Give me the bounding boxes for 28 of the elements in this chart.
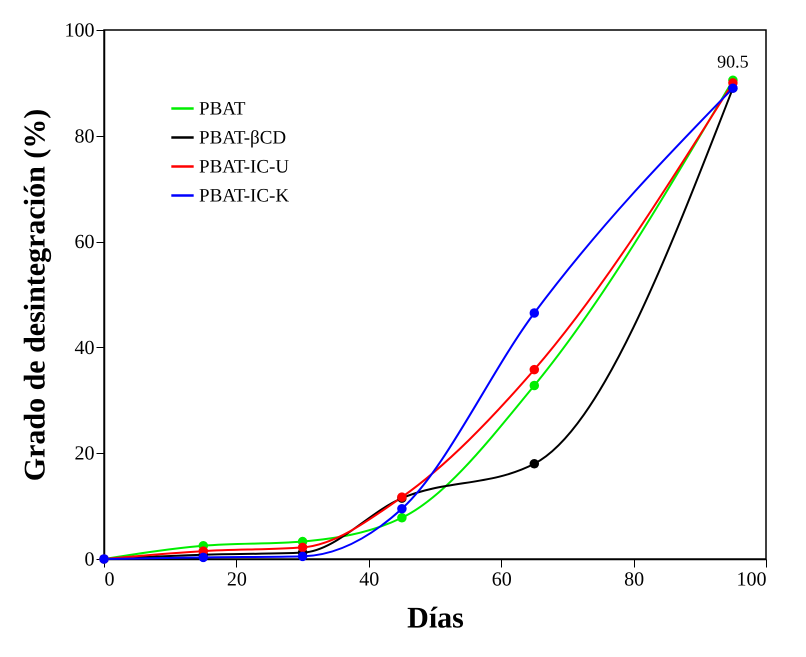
y-tick-label: 100 [64,20,94,42]
point [530,308,540,318]
y-tick-label: 40 [74,336,94,359]
legend-label: PBAT-IC-U [199,156,290,178]
x-tick-label: 0 [104,568,114,590]
legend-label: PBAT-IC-K [199,186,290,206]
x-tick-label: 100 [736,568,766,590]
x-tick-label: 60 [492,568,512,590]
y-tick-label: 20 [74,442,94,465]
point [530,459,540,469]
legend-label: PBAT-βCD [199,128,286,148]
annotation: 90.5 [717,51,749,72]
point [298,552,308,562]
point [530,380,540,390]
point [298,542,308,552]
point [397,504,407,514]
x-axis-title: Días [407,602,464,634]
x-tick-label: 80 [624,568,644,590]
y-tick-label: 80 [74,125,94,148]
x-tick-label: 20 [226,568,247,590]
point [198,552,208,562]
y-axis-title: Grado de desintegración (%) [18,108,52,482]
y-tick-label: 60 [74,231,94,254]
point [530,364,540,374]
y-tick-label: 0 [84,548,94,570]
point [397,513,407,522]
x-tick-label: 40 [359,568,380,590]
legend-label: PBAT [199,98,246,120]
